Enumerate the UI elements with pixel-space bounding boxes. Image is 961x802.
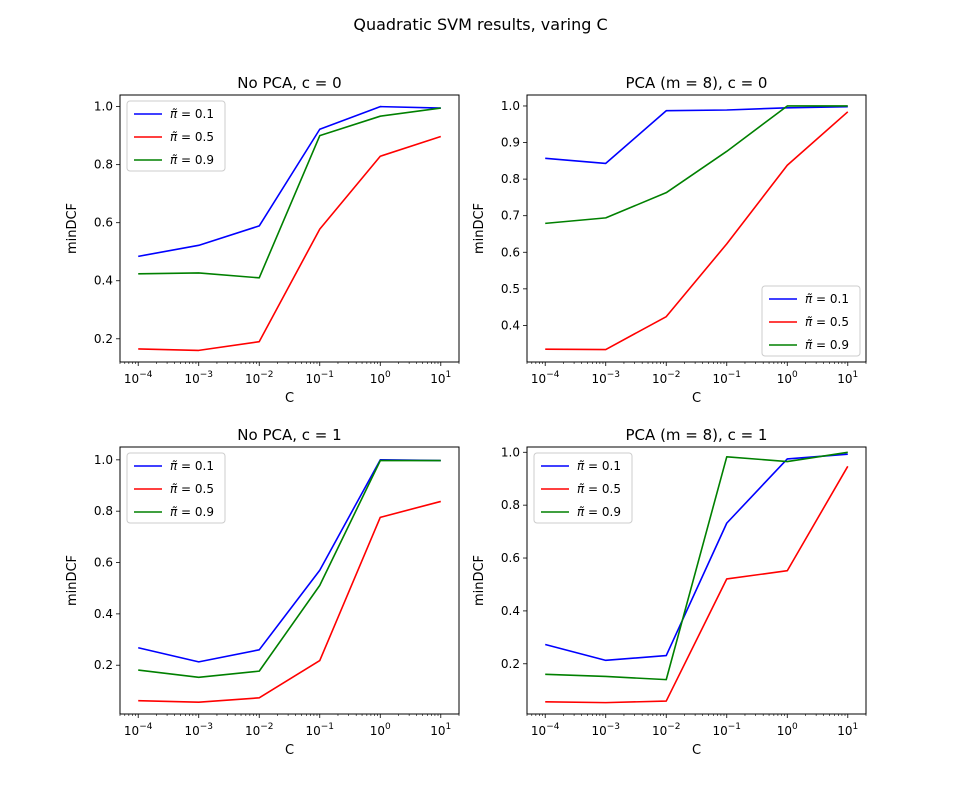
x-tick-label: 100 <box>370 370 391 386</box>
legend-entry: π̃ = 0.9 <box>170 153 214 167</box>
legend: π̃ = 0.1 π̃ = 0.5 π̃ = 0.9 <box>761 285 861 357</box>
x-tick-label: 101 <box>837 722 858 738</box>
series-line-3 <box>545 105 848 225</box>
x-axis-label: C <box>692 391 701 406</box>
figure-suptitle: Quadratic SVM results, varing C <box>353 15 607 34</box>
series-line-1 <box>545 453 848 662</box>
subplot-title: PCA (m = 8), c = 1 <box>626 426 768 444</box>
subplot-2: PCA (m = 8), c = 0 10−4 10−3 10−2 10−1 100 101… <box>472 74 867 406</box>
x-tick-label: 10−2 <box>245 370 274 386</box>
y-tick-label: 0.6 <box>501 551 520 565</box>
legend-box <box>761 285 861 357</box>
y-tick-label: 1.0 <box>501 445 520 459</box>
series-line-2 <box>138 500 441 703</box>
legend-box <box>126 452 226 524</box>
y-tick-label: 0.4 <box>94 607 113 621</box>
x-axis-label: C <box>692 743 701 758</box>
x-tick-label: 10−3 <box>184 370 213 386</box>
x-axis-label: C <box>285 391 294 406</box>
legend-entry: π̃ = 0.5 <box>577 482 621 496</box>
legend-entry: π̃ = 0.1 <box>170 459 214 473</box>
x-tick-label: 10−4 <box>124 370 153 386</box>
series-line-2 <box>138 135 442 352</box>
x-tick-label: 100 <box>777 722 798 738</box>
x-axis-label: C <box>285 743 294 758</box>
y-tick-label: 1.0 <box>501 99 520 113</box>
x-tick-label: 10−1 <box>305 722 334 738</box>
series-line-3 <box>138 107 441 279</box>
x-tick-label: 10−4 <box>531 722 560 738</box>
y-tick-label: 0.7 <box>501 209 520 223</box>
legend-entry: π̃ = 0.5 <box>170 482 214 496</box>
subplot-3: No PCA, c = 1 10−4 10−3 10−2 10−1 100 101 0.2 0.… <box>65 426 460 758</box>
x-tick-label: 10−1 <box>712 722 741 738</box>
y-tick-label: 0.8 <box>501 172 520 186</box>
y-tick-label: 0.2 <box>94 332 113 346</box>
x-tick-label: 10−1 <box>712 370 741 386</box>
y-tick-label: 0.6 <box>94 556 113 570</box>
legend-entry: π̃ = 0.5 <box>805 315 849 329</box>
x-tick-label: 10−3 <box>591 370 620 386</box>
y-axis-label: minDCF <box>65 555 80 606</box>
y-tick-label: 0.4 <box>94 274 113 288</box>
x-tick-label: 10−4 <box>531 370 560 386</box>
y-tick-label: 0.6 <box>501 245 520 259</box>
legend: π̃ = 0.1 π̃ = 0.5 π̃ = 0.9 <box>126 100 226 172</box>
x-tick-label: 10−3 <box>184 722 213 738</box>
series-line-2 <box>545 465 849 704</box>
y-axis-label: minDCF <box>472 203 487 254</box>
series-line-1 <box>545 105 848 165</box>
y-axis-label: minDCF <box>65 203 80 254</box>
y-tick-label: 0.4 <box>501 604 520 618</box>
y-tick-label: 0.4 <box>501 318 520 332</box>
legend-entry: π̃ = 0.9 <box>170 505 214 519</box>
subplot-4: PCA (m = 8), c = 1 10−4 10−3 10−2 10−1 100 101… <box>472 426 867 758</box>
legend: π̃ = 0.1 π̃ = 0.5 π̃ = 0.9 <box>533 452 633 524</box>
legend-entry: π̃ = 0.1 <box>577 459 621 473</box>
y-tick-label: 0.6 <box>94 216 113 230</box>
subplot-title: PCA (m = 8), c = 0 <box>626 74 768 92</box>
x-tick-label: 101 <box>430 722 451 738</box>
legend-entry: π̃ = 0.5 <box>170 130 214 144</box>
subplot-1: No PCA, c = 0 10−4 10−3 10−2 10−1 100 101 0.2 0.… <box>65 74 460 406</box>
x-tick-label: 10−2 <box>652 370 681 386</box>
y-tick-label: 0.2 <box>94 658 113 672</box>
y-tick-label: 0.5 <box>501 282 520 296</box>
x-tick-label: 10−1 <box>305 370 334 386</box>
legend-entry: π̃ = 0.9 <box>805 338 849 352</box>
subplot-title: No PCA, c = 0 <box>237 74 341 92</box>
legend-entry: π̃ = 0.1 <box>805 292 849 306</box>
subplot-title: No PCA, c = 1 <box>237 426 341 444</box>
x-tick-label: 10−3 <box>591 722 620 738</box>
y-tick-label: 0.2 <box>501 657 520 671</box>
series-line-2 <box>545 111 849 351</box>
legend-entry: π̃ = 0.1 <box>170 107 214 121</box>
x-tick-label: 101 <box>430 370 451 386</box>
y-tick-label: 1.0 <box>94 453 113 467</box>
legend-entry: π̃ = 0.9 <box>577 505 621 519</box>
y-axis-label: minDCF <box>472 555 487 606</box>
y-tick-label: 0.8 <box>501 498 520 512</box>
y-tick-label: 0.8 <box>94 504 113 518</box>
x-tick-label: 10−4 <box>124 722 153 738</box>
series-line-3 <box>138 459 441 679</box>
series-line-3 <box>545 451 848 681</box>
series-line-1 <box>138 105 441 258</box>
x-tick-label: 101 <box>837 370 858 386</box>
x-tick-label: 100 <box>370 722 391 738</box>
legend: π̃ = 0.1 π̃ = 0.5 π̃ = 0.9 <box>126 452 226 524</box>
y-tick-label: 0.9 <box>501 136 520 150</box>
x-tick-label: 10−2 <box>652 722 681 738</box>
legend-box <box>533 452 633 524</box>
x-tick-label: 10−2 <box>245 722 274 738</box>
x-tick-label: 100 <box>777 370 798 386</box>
legend-box <box>126 100 226 172</box>
y-tick-label: 0.8 <box>94 158 113 172</box>
y-tick-label: 1.0 <box>94 100 113 114</box>
